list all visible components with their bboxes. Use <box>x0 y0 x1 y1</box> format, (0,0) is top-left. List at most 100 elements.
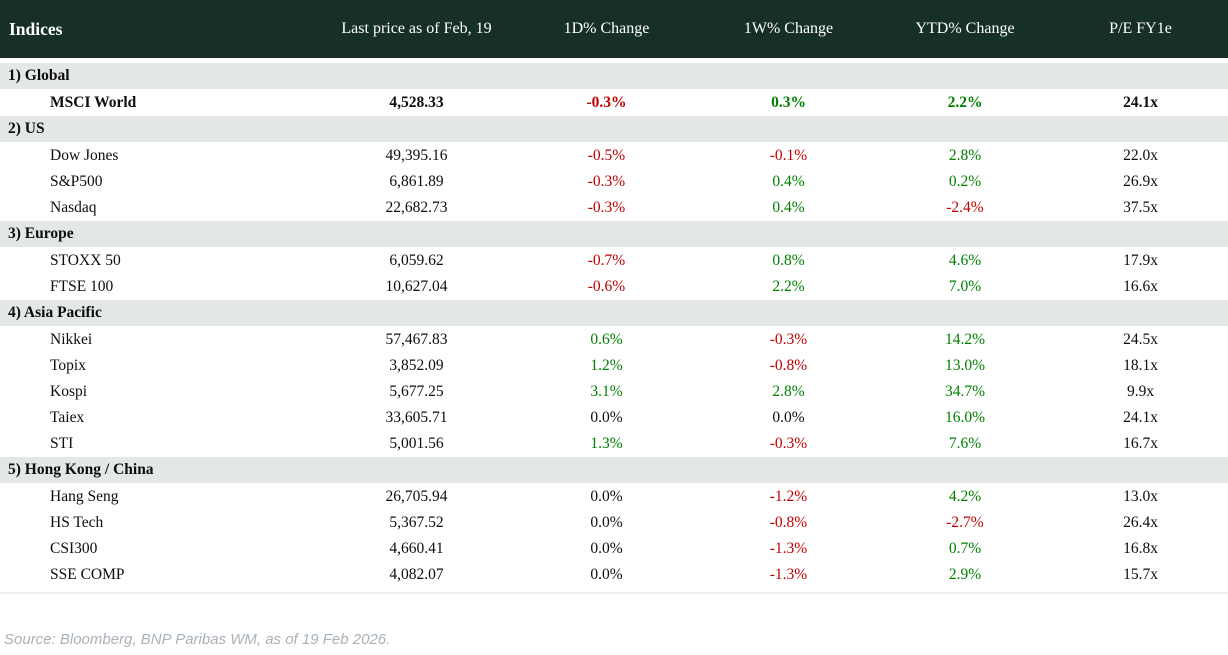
index-name: STOXX 50 <box>50 252 121 269</box>
index-name: Kospi <box>50 383 88 400</box>
change-1d: 1.3% <box>590 435 623 452</box>
index-name: Taiex <box>50 409 85 426</box>
change-ytd: 16.0% <box>944 409 986 426</box>
table-row: S&P500 6,861.89 -0.3% 0.4% 0.2% 26.9x <box>0 169 1228 195</box>
change-1w: -0.3% <box>769 435 808 452</box>
change-1w: -1.2% <box>769 488 808 505</box>
table-row: Hang Seng 26,705.94 0.0% -1.2% 4.2% 13.0x <box>0 484 1228 510</box>
index-name: S&P500 <box>50 173 103 190</box>
change-ytd: 2.2% <box>947 94 983 111</box>
last-price: 33,605.71 <box>385 409 448 426</box>
change-1w: 0.4% <box>772 199 805 216</box>
index-name: SSE COMP <box>50 566 125 583</box>
change-ytd: 2.8% <box>948 147 982 164</box>
source-note: Source: Bloomberg, BNP Paribas WM, as of… <box>4 631 391 648</box>
change-1d: 1.2% <box>590 357 623 374</box>
table-row: Nikkei 57,467.83 0.6% -0.3% 14.2% 24.5x <box>0 327 1228 353</box>
last-price: 5,677.25 <box>389 383 444 400</box>
change-1d: -0.3% <box>587 173 626 190</box>
change-ytd: 7.6% <box>948 435 982 452</box>
change-ytd: 0.2% <box>948 173 982 190</box>
table-body: 1) Global MSCI World 4,528.33 -0.3% 0.3% 2.2%… <box>0 63 1228 588</box>
table-header: Indices Last price as of Feb, 19 1D% Cha… <box>0 0 1228 58</box>
table-row: SSE COMP 4,082.07 0.0% -1.3% 2.9% 15.7x <box>0 562 1228 588</box>
change-1d: -0.3% <box>587 199 626 216</box>
change-1w: 0.0% <box>772 409 805 426</box>
last-price: 4,082.07 <box>389 566 444 583</box>
last-price: 22,682.73 <box>385 199 448 216</box>
section-header: 4) Asia Pacific <box>0 300 1228 326</box>
change-1w: 0.4% <box>772 173 805 190</box>
table-row: HS Tech 5,367.52 0.0% -0.8% -2.7% 26.4x <box>0 510 1228 536</box>
column-header-indices: Indices <box>9 18 63 39</box>
last-price: 4,528.33 <box>389 94 444 111</box>
change-1w: -1.3% <box>769 540 808 557</box>
change-1d: -0.6% <box>587 278 626 295</box>
last-price: 5,367.52 <box>389 514 444 531</box>
change-1d: 0.6% <box>590 331 623 348</box>
last-price: 26,705.94 <box>385 488 448 505</box>
index-name: MSCI World <box>50 94 137 111</box>
pe-ratio: 16.6x <box>1123 278 1158 295</box>
last-price: 5,001.56 <box>389 435 444 452</box>
pe-ratio: 13.0x <box>1123 488 1158 505</box>
change-1d: 3.1% <box>590 383 623 400</box>
last-price: 6,059.62 <box>389 252 444 269</box>
change-1w: 2.8% <box>772 383 805 400</box>
change-ytd: -2.4% <box>946 199 984 216</box>
header-separator <box>0 58 1228 63</box>
change-1d: 0.0% <box>590 488 623 505</box>
table-row: MSCI World 4,528.33 -0.3% 0.3% 2.2% 24.1x <box>0 90 1228 116</box>
pe-ratio: 18.1x <box>1123 357 1158 374</box>
table-row: FTSE 100 10,627.04 -0.6% 2.2% 7.0% 16.6x <box>0 274 1228 300</box>
change-1d: -0.7% <box>587 252 626 269</box>
section-header: 3) Europe <box>0 221 1228 247</box>
index-name: FTSE 100 <box>50 278 114 295</box>
last-price: 6,861.89 <box>389 173 444 190</box>
column-header-last-price: Last price as of Feb, 19 <box>341 20 492 37</box>
pe-ratio: 37.5x <box>1123 199 1158 216</box>
last-price: 4,660.41 <box>389 540 444 557</box>
index-name: Hang Seng <box>50 488 119 505</box>
column-header-1w-change: 1W% Change <box>743 20 834 37</box>
change-1d: -0.5% <box>587 147 626 164</box>
column-header-pe: P/E FY1e <box>1109 20 1172 37</box>
index-name: Nasdaq <box>50 199 97 216</box>
change-ytd: 0.7% <box>948 540 982 557</box>
table-row: Kospi 5,677.25 3.1% 2.8% 34.7% 9.9x <box>0 379 1228 405</box>
table-row: Dow Jones 49,395.16 -0.5% -0.1% 2.8% 22.0x <box>0 143 1228 169</box>
table-row: Nasdaq 22,682.73 -0.3% 0.4% -2.4% 37.5x <box>0 195 1228 221</box>
index-name: Dow Jones <box>50 147 119 164</box>
change-1w: -0.1% <box>769 147 808 164</box>
last-price: 49,395.16 <box>385 147 448 164</box>
change-ytd: 7.0% <box>948 278 982 295</box>
change-1w: 2.2% <box>772 278 805 295</box>
pe-ratio: 9.9x <box>1126 383 1155 400</box>
table-row: STOXX 50 6,059.62 -0.7% 0.8% 4.6% 17.9x <box>0 248 1228 274</box>
last-price: 3,852.09 <box>389 357 444 374</box>
index-name: Topix <box>50 357 86 374</box>
section-header: 5) Hong Kong / China <box>0 457 1228 483</box>
pe-ratio: 26.9x <box>1123 173 1158 190</box>
change-1w: -0.3% <box>769 331 808 348</box>
change-ytd: 2.9% <box>948 566 982 583</box>
index-name: STI <box>50 435 74 452</box>
change-1d: -0.3% <box>586 94 627 111</box>
index-name: Nikkei <box>50 331 93 348</box>
section-header: 1) Global <box>0 63 1228 89</box>
table-row: Taiex 33,605.71 0.0% 0.0% 16.0% 24.1x <box>0 405 1228 431</box>
change-ytd: 4.6% <box>948 252 982 269</box>
change-ytd: 13.0% <box>944 357 986 374</box>
section-header: 2) US <box>0 116 1228 142</box>
pe-ratio: 16.8x <box>1123 540 1158 557</box>
pe-ratio: 24.1x <box>1123 409 1158 426</box>
change-ytd: -2.7% <box>946 514 984 531</box>
pe-ratio: 22.0x <box>1123 147 1158 164</box>
table-row: Topix 3,852.09 1.2% -0.8% 13.0% 18.1x <box>0 353 1228 379</box>
change-1w: 0.8% <box>772 252 805 269</box>
change-1d: 0.0% <box>590 566 623 583</box>
table-bottom-border <box>0 592 1228 594</box>
change-1d: 0.0% <box>590 540 623 557</box>
index-name: CSI300 <box>50 540 98 557</box>
table-row: CSI300 4,660.41 0.0% -1.3% 0.7% 16.8x <box>0 536 1228 562</box>
